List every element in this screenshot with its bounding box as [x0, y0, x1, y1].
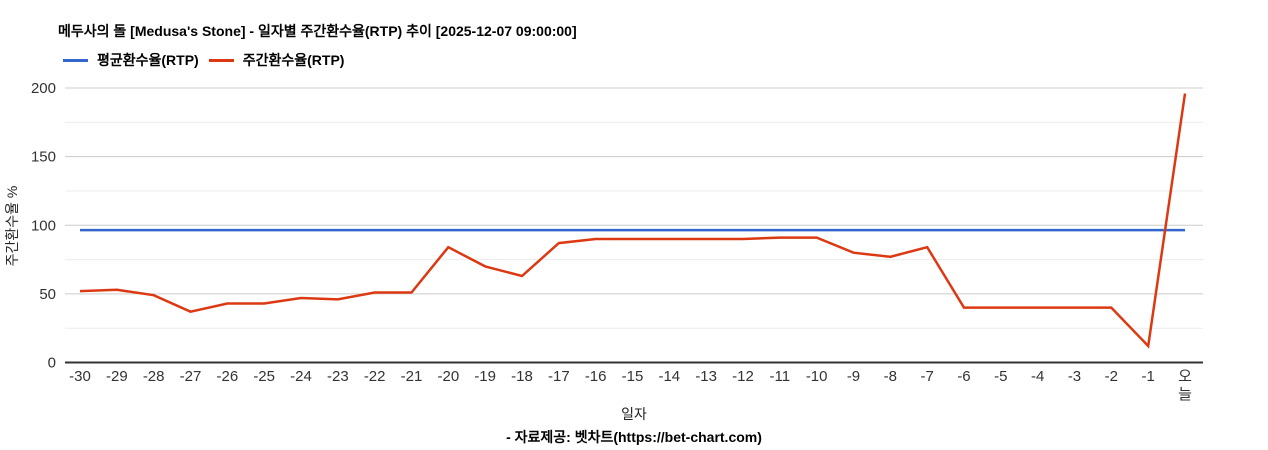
legend-label-average: 평균환수율(RTP) [97, 52, 199, 68]
x-tick-label: -18 [511, 368, 533, 385]
y-tick-label: 50 [39, 286, 56, 303]
series-lines [79, 93, 1187, 349]
legend-label-weekly: 주간환수율(RTP) [242, 52, 345, 68]
x-tick-label: -1 [1141, 368, 1154, 385]
major-gridlines [65, 87, 1203, 364]
x-tick-label: -8 [884, 368, 897, 385]
weekly-line-swatch [208, 58, 234, 62]
x-tick-label: -27 [180, 368, 202, 385]
x-tick-label: -21 [401, 368, 423, 385]
chart-legend: 평균환수율(RTP) 주간환수율(RTP) [63, 50, 344, 70]
x-tick-label: -13 [695, 368, 717, 385]
legend-item-weekly[interactable]: 주간환수율(RTP) [208, 50, 345, 70]
x-tick-label: -28 [143, 368, 165, 385]
x-tick-label: -23 [327, 368, 349, 385]
x-tick-label: -6 [957, 368, 970, 385]
weekly-rtp-line[interactable] [79, 93, 1187, 349]
y-axis-title: 주간환수율 % [4, 186, 20, 267]
x-tick-label: -3 [1068, 368, 1081, 385]
x-tick-label: -16 [585, 368, 607, 385]
legend-item-average[interactable]: 평균환수율(RTP) [63, 50, 199, 70]
y-tick-label: 200 [31, 80, 56, 97]
x-tick-label: -29 [106, 368, 128, 385]
x-tick-label: -9 [847, 368, 860, 385]
average-line-swatch [63, 58, 88, 62]
x-axis-title: 일자 [621, 406, 647, 422]
x-tick-label: -19 [474, 368, 496, 385]
x-tick-label: -4 [1031, 368, 1044, 385]
x-tick-label: -5 [994, 368, 1007, 385]
x-tick-label: -12 [732, 368, 754, 385]
x-tick-label: -15 [622, 368, 644, 385]
x-tick-label: -24 [290, 368, 312, 385]
x-tick-label: -26 [216, 368, 238, 385]
x-tick-label: -14 [658, 368, 680, 385]
y-tick-label: 0 [48, 355, 56, 372]
minor-gridlines [65, 121, 1203, 329]
x-tick-label: -25 [253, 368, 275, 385]
y-tick-label: 100 [31, 217, 56, 234]
x-tick-label: -30 [69, 368, 91, 385]
x-tick-label: -20 [437, 368, 459, 385]
x-tick-label: -11 [770, 368, 791, 385]
x-tick-label: -22 [364, 368, 386, 385]
chart-title: 메두사의 돌 [Medusa's Stone] - 일자별 주간환수율(RTP)… [58, 23, 577, 39]
x-tick-label: -17 [548, 368, 570, 385]
x-tick-label: -2 [1105, 368, 1118, 385]
source-credit: - 자료제공: 벳차트(https://bet-chart.com) [506, 429, 762, 445]
x-tick-label: -7 [920, 368, 933, 385]
y-tick-label: 150 [31, 149, 56, 166]
x-tick-label: -10 [806, 368, 828, 385]
